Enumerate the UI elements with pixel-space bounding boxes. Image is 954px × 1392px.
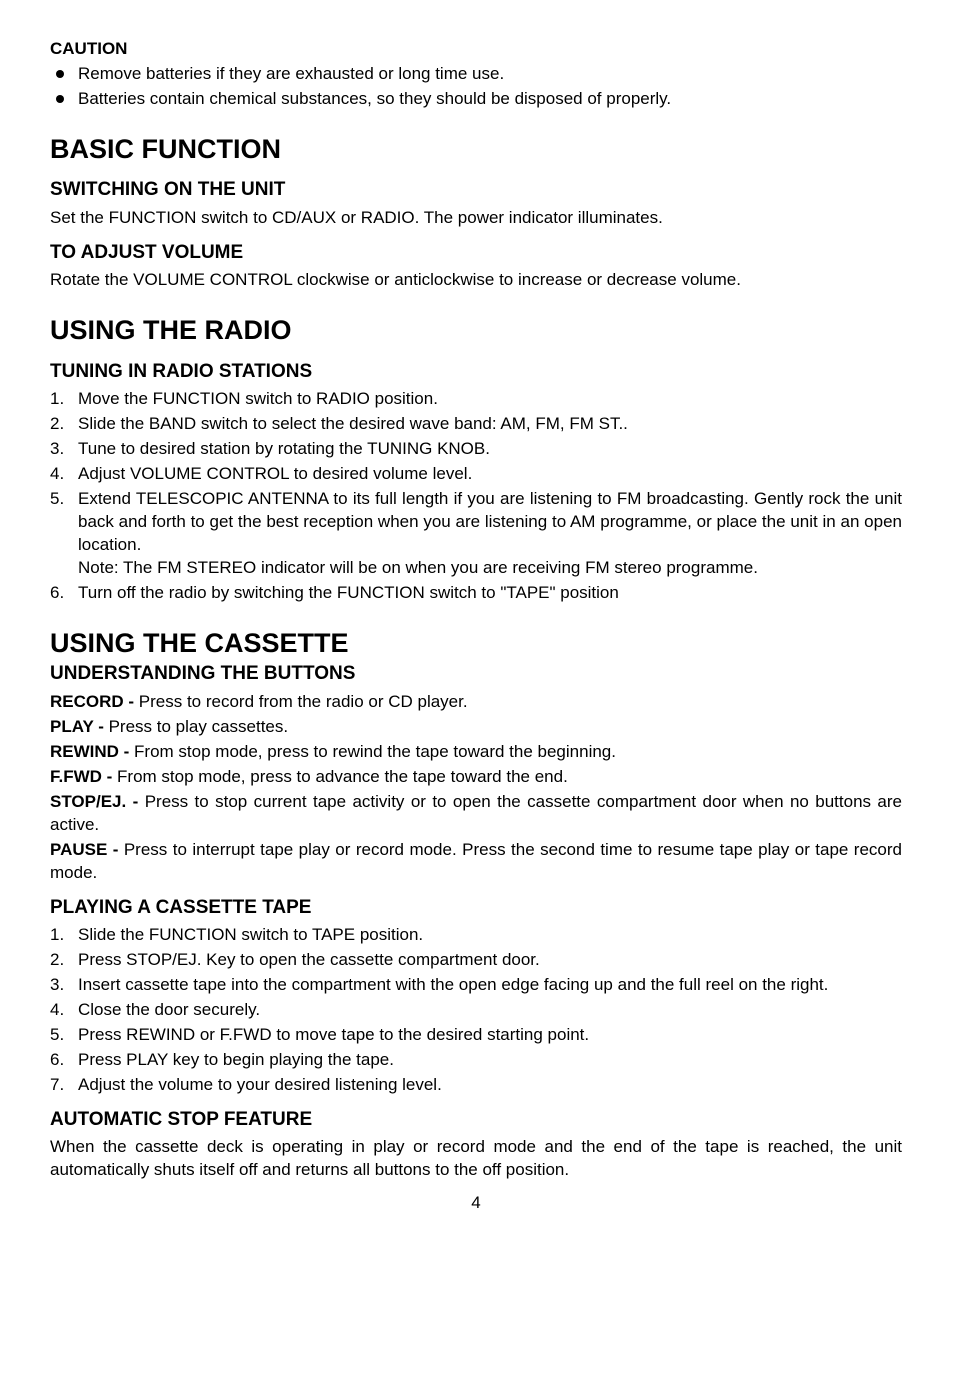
section-basic-function: BASIC FUNCTION <box>50 131 902 167</box>
term: F.FWD - <box>50 767 117 786</box>
term: RECORD - <box>50 692 139 711</box>
def-stop-ej: STOP/EJ. - Press to stop current tape ac… <box>50 791 902 837</box>
def-rewind: REWIND - From stop mode, press to rewind… <box>50 741 902 764</box>
list-item: Remove batteries if they are exhausted o… <box>50 63 902 86</box>
def-play: PLAY - Press to play cassettes. <box>50 716 902 739</box>
list-item: Move the FUNCTION switch to RADIO positi… <box>50 388 902 411</box>
list-item: Close the door securely. <box>50 999 902 1022</box>
term: STOP/EJ. - <box>50 792 145 811</box>
def-ffwd: F.FWD - From stop mode, press to advance… <box>50 766 902 789</box>
heading-switching-on: SWITCHING ON THE UNIT <box>50 177 902 203</box>
list-item: Adjust VOLUME CONTROL to desired volume … <box>50 463 902 486</box>
heading-auto-stop: AUTOMATIC STOP FEATURE <box>50 1107 902 1133</box>
list-item: Slide the FUNCTION switch to TAPE positi… <box>50 924 902 947</box>
list-item: Press STOP/EJ. Key to open the cassette … <box>50 949 902 972</box>
term: PAUSE - <box>50 840 124 859</box>
desc: Press to interrupt tape play or record m… <box>50 840 902 882</box>
heading-understanding-buttons: UNDERSTANDING THE BUTTONS <box>50 661 902 687</box>
list-item: Tune to desired station by rotating the … <box>50 438 902 461</box>
tuning-steps: Move the FUNCTION switch to RADIO positi… <box>50 388 902 604</box>
desc: Press to play cassettes. <box>109 717 289 736</box>
playing-steps: Slide the FUNCTION switch to TAPE positi… <box>50 924 902 1097</box>
term: REWIND - <box>50 742 134 761</box>
heading-adjust-volume: TO ADJUST VOLUME <box>50 240 902 266</box>
list-item: Press REWIND or F.FWD to move tape to th… <box>50 1024 902 1047</box>
list-item: Turn off the radio by switching the FUNC… <box>50 582 902 605</box>
heading-playing-cassette: PLAYING A CASSETTE TAPE <box>50 895 902 921</box>
desc: Press to record from the radio or CD pla… <box>139 692 468 711</box>
term: PLAY - <box>50 717 109 736</box>
list-item: Adjust the volume to your desired listen… <box>50 1074 902 1097</box>
list-item: Batteries contain chemical substances, s… <box>50 88 902 111</box>
def-record: RECORD - Press to record from the radio … <box>50 691 902 714</box>
list-item: Press PLAY key to begin playing the tape… <box>50 1049 902 1072</box>
section-using-cassette: USING THE CASSETTE <box>50 625 902 661</box>
list-item: Insert cassette tape into the compartmen… <box>50 974 902 997</box>
list-item: Slide the BAND switch to select the desi… <box>50 413 902 436</box>
caution-title: CAUTION <box>50 38 902 61</box>
desc: From stop mode, press to rewind the tape… <box>134 742 616 761</box>
desc: From stop mode, press to advance the tap… <box>117 767 568 786</box>
button-definitions: RECORD - Press to record from the radio … <box>50 691 902 885</box>
list-item: Extend TELESCOPIC ANTENNA to its full le… <box>50 488 902 580</box>
def-pause: PAUSE - Press to interrupt tape play or … <box>50 839 902 885</box>
body-text: When the cassette deck is operating in p… <box>50 1136 902 1182</box>
page-number: 4 <box>50 1192 902 1215</box>
body-text: Set the FUNCTION switch to CD/AUX or RAD… <box>50 207 902 230</box>
heading-tuning-stations: TUNING IN RADIO STATIONS <box>50 359 902 385</box>
section-using-radio: USING THE RADIO <box>50 312 902 348</box>
desc: Press to stop current tape activity or t… <box>50 792 902 834</box>
caution-list: Remove batteries if they are exhausted o… <box>50 63 902 111</box>
body-text: Rotate the VOLUME CONTROL clockwise or a… <box>50 269 902 292</box>
